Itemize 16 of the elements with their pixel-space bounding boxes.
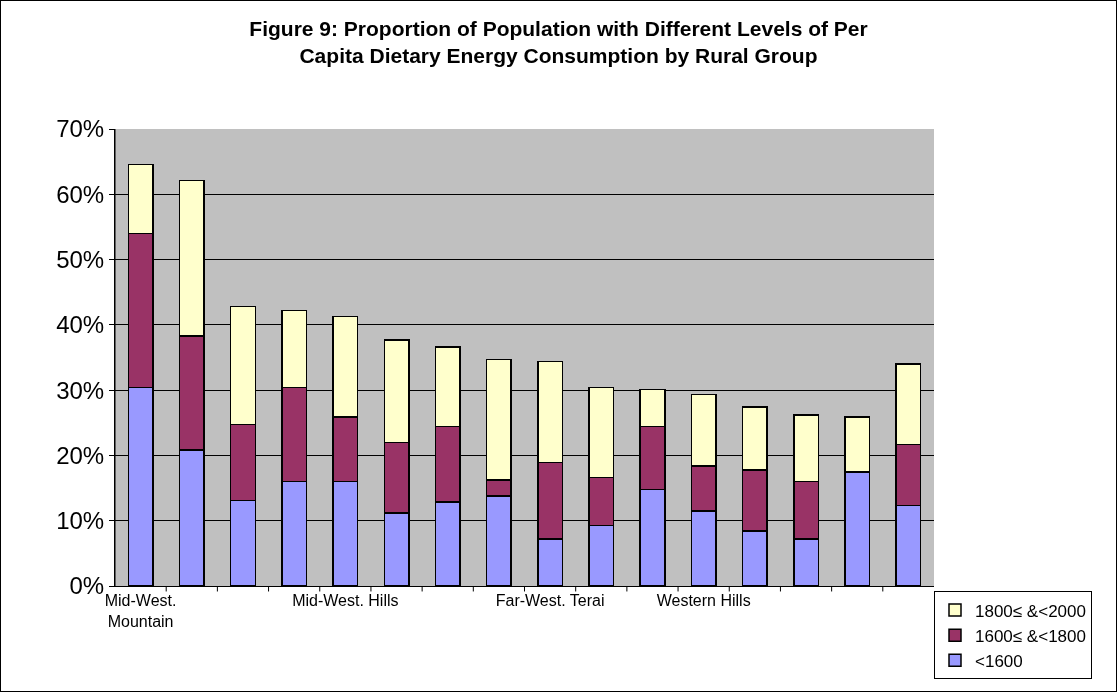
y-tick-label: 70% [56, 115, 105, 143]
x-tick-label: Mid-West. Mountain [104, 592, 177, 630]
y-tick-label: 20% [56, 441, 105, 469]
y-tick-label: 40% [56, 311, 105, 339]
y-tick-label: 50% [56, 245, 105, 273]
x-tick-label: Far-West. Terai [495, 592, 605, 610]
legend-label: 1600≤ &<1800 [975, 626, 1086, 646]
legend-label: <1600 [975, 651, 1023, 671]
legend-label: 1800≤ &<2000 [975, 601, 1086, 621]
y-tick-label: 10% [56, 507, 105, 535]
x-tick-label: Western Hills [656, 592, 751, 610]
y-tick-label: 0% [69, 572, 105, 600]
y-tick-label: 30% [56, 376, 105, 404]
y-tick-label: 60% [56, 180, 105, 208]
x-tick-label: Mid-West. Hills [292, 592, 399, 610]
chart-title: Figure 9: Proportion of Population with Different Levels of Per Capita Dietary Energy Consumption by Rural Group [249, 16, 868, 67]
